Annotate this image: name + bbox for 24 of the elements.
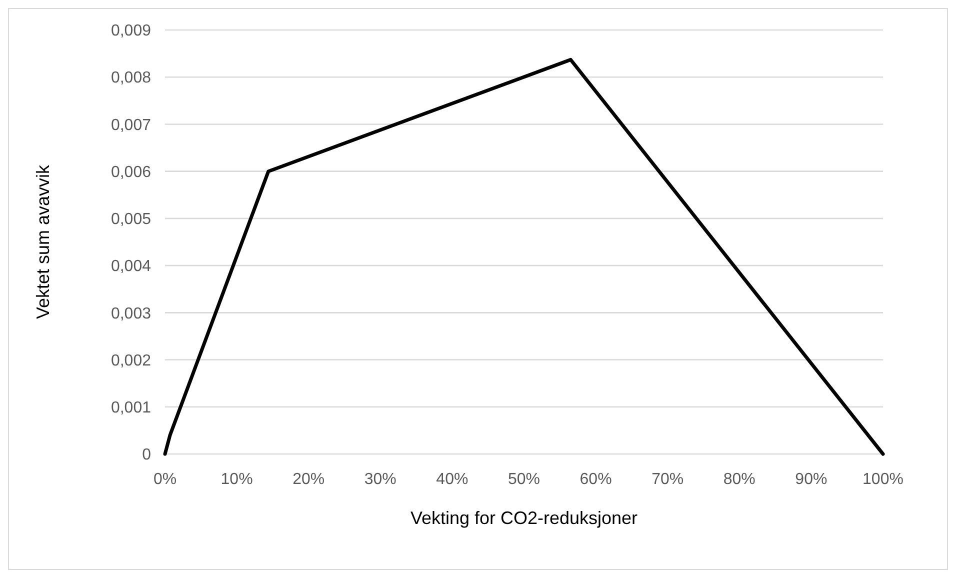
y-tick-label: 0 — [142, 446, 152, 464]
y-tick-label: 0,003 — [110, 305, 152, 322]
y-tick-label: 0,007 — [110, 116, 152, 134]
x-tick-label: 60% — [580, 471, 612, 488]
y-tick-label: 0,008 — [110, 70, 152, 87]
x-tick-label: 90% — [795, 471, 828, 488]
x-axis-title: Vekting for CO2-reduksjoner — [410, 508, 638, 528]
y-tick-label: 0,006 — [110, 164, 152, 181]
y-axis-title: Vektet sum avavvik — [33, 164, 53, 320]
x-tick-label: 50% — [508, 471, 540, 488]
x-tick-label: 30% — [364, 471, 396, 488]
x-tick-label: 0% — [153, 471, 177, 488]
y-tick-label: 0,004 — [110, 258, 152, 276]
y-tick-label: 0,005 — [110, 211, 152, 228]
line-series — [163, 58, 885, 456]
x-tick-label: 20% — [292, 471, 325, 488]
x-tick-label: 100% — [862, 471, 904, 488]
y-tick-label: 0,002 — [110, 352, 152, 370]
y-tick-label: 0,001 — [110, 399, 152, 416]
x-tick-label: 70% — [652, 471, 684, 488]
y-tick-label: 0,009 — [110, 22, 152, 40]
x-tick-label: 10% — [220, 471, 253, 488]
x-tick-label: 40% — [436, 471, 468, 488]
x-tick-label: 80% — [723, 471, 756, 488]
